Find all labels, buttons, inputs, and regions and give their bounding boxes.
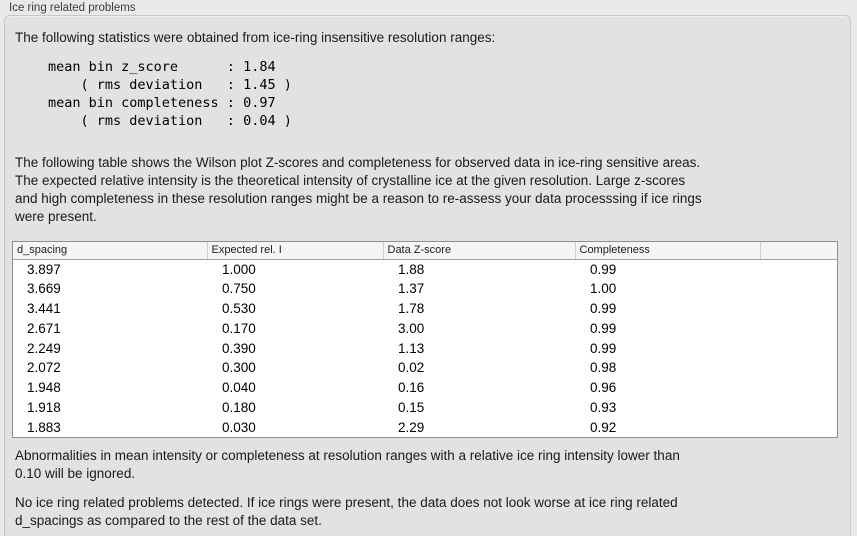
ice-ring-group-box: The following statistics were obtained f…	[4, 15, 851, 536]
threshold-note: Abnormalities in mean intensity or compl…	[15, 448, 680, 481]
cell: 0.390	[222, 340, 256, 356]
cell: 0.530	[222, 300, 256, 316]
panel-title: Ice ring related problems	[9, 2, 136, 14]
cell: 1.883	[27, 419, 61, 435]
cell: 0.96	[590, 380, 617, 396]
conclusion-text: No ice ring related problems detected. I…	[15, 495, 678, 528]
ice-ring-data-table: d_spacing Expected rel. I Data Z-score Comp…	[13, 242, 837, 437]
table-row[interactable]: 3.669 0.750 1.37 1.00	[13, 279, 837, 299]
cell: 0.15	[398, 399, 425, 415]
intro-text: The following statistics were obtained f…	[15, 30, 496, 45]
cell: 2.072	[27, 360, 61, 376]
table-row[interactable]: 1.948 0.040 0.16 0.96	[13, 378, 837, 398]
cell: 1.948	[27, 380, 61, 396]
cell	[760, 279, 837, 299]
cell: 1.918	[27, 399, 61, 415]
table-row[interactable]: 2.671 0.170 3.00 0.99	[13, 318, 837, 338]
cell: 0.99	[590, 261, 617, 277]
table-row[interactable]: 1.918 0.180 0.15 0.93	[13, 398, 837, 418]
cell: 1.78	[398, 300, 425, 316]
cell: 0.030	[222, 419, 256, 435]
cell: 0.99	[590, 300, 617, 316]
table-row[interactable]: 3.897 1.000 1.88 0.99	[13, 259, 837, 279]
cell: 2.249	[27, 340, 61, 356]
table-header-row: d_spacing Expected rel. I Data Z-score Comp…	[13, 242, 837, 260]
column-header-expected-rel-i[interactable]: Expected rel. I	[207, 242, 384, 260]
cell: 0.040	[222, 380, 256, 396]
description-text: The following table shows the Wilson plo…	[15, 155, 702, 224]
cell: 1.37	[398, 281, 425, 297]
cell: 0.93	[590, 399, 617, 415]
cell: 3.897	[27, 261, 61, 277]
cell: 0.02	[398, 360, 425, 376]
cell	[760, 338, 837, 358]
cell	[760, 398, 837, 418]
cell	[760, 299, 837, 319]
table-row[interactable]: 2.249 0.390 1.13 0.99	[13, 338, 837, 358]
column-header-data-z-score[interactable]: Data Z-score	[383, 242, 576, 260]
cell	[760, 318, 837, 338]
table-row[interactable]: 1.883 0.030 2.29 0.92	[13, 417, 837, 437]
cell: 0.750	[222, 281, 256, 297]
cell: 0.300	[222, 360, 256, 376]
cell: 0.98	[590, 360, 617, 376]
cell: 0.99	[590, 340, 617, 356]
stats-block: mean bin z_score : 1.84 ( rms deviation …	[48, 59, 292, 129]
cell: 0.99	[590, 320, 617, 336]
column-header-d-spacing[interactable]: d_spacing	[13, 242, 208, 260]
cell	[760, 417, 837, 437]
column-header-completeness[interactable]: Completeness	[575, 242, 761, 260]
cell: 2.671	[27, 320, 61, 336]
cell	[760, 358, 837, 378]
cell: 1.00	[590, 281, 617, 297]
cell: 3.441	[27, 300, 61, 316]
cell: 2.29	[398, 419, 425, 435]
table-row[interactable]: 2.072 0.300 0.02 0.98	[13, 358, 837, 378]
cell: 0.92	[590, 419, 617, 435]
column-header-empty	[760, 242, 837, 260]
cell	[760, 378, 837, 398]
cell: 3.669	[27, 281, 61, 297]
table-row[interactable]: 3.441 0.530 1.78 0.99	[13, 299, 837, 319]
cell: 0.170	[222, 320, 256, 336]
cell	[760, 259, 837, 279]
cell: 3.00	[398, 320, 425, 336]
cell: 1.13	[398, 340, 425, 356]
cell: 1.000	[222, 261, 256, 277]
table-body: 3.897 1.000 1.88 0.99 3.669 0.750 1.37 1.00 3.44…	[13, 259, 837, 437]
cell: 0.180	[222, 399, 256, 415]
cell: 0.16	[398, 380, 425, 396]
ice-ring-table[interactable]: d_spacing Expected rel. I Data Z-score Comp…	[12, 241, 838, 438]
cell: 1.88	[398, 261, 425, 277]
